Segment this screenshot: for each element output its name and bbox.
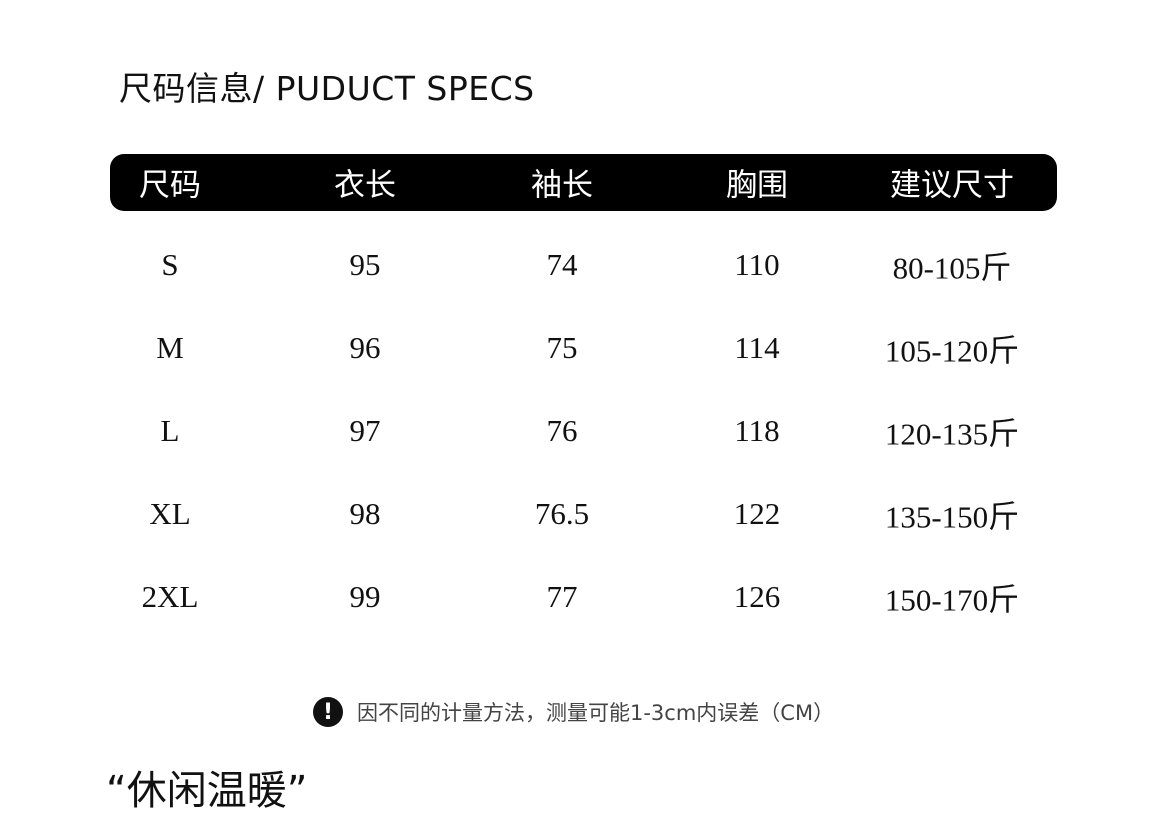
cell-chest: 122 <box>733 496 781 531</box>
table-header: 尺码 衣长 袖长 胸围 建议尺寸 <box>110 154 1057 211</box>
cell-chest: 114 <box>734 330 780 365</box>
header-size: 尺码 <box>139 167 201 204</box>
cell-size: L <box>160 413 180 448</box>
table-row: S 95 74 110 80-105斤 <box>110 235 1057 295</box>
cell-sleeve: 76.5 <box>534 496 590 531</box>
cell-size: XL <box>149 496 191 531</box>
cell-chest: 126 <box>733 579 781 614</box>
header-sleeve: 袖长 <box>531 167 593 204</box>
cell-sleeve: 74 <box>546 247 578 282</box>
cell-recommended: 80-105斤 <box>892 250 1012 286</box>
exclamation-circle-icon: ! <box>313 697 343 727</box>
cell-length: 98 <box>349 496 381 531</box>
cell-sleeve: 77 <box>546 579 578 614</box>
cell-length: 97 <box>349 413 381 448</box>
table-row: 2XL 99 77 126 150-170斤 <box>110 567 1057 627</box>
note-text: 因不同的计量方法，测量可能1-3cm内误差（CM） <box>357 701 835 725</box>
header-chest: 胸围 <box>726 167 788 204</box>
cell-recommended: 105-120斤 <box>884 333 1020 369</box>
table-row: M 96 75 114 105-120斤 <box>110 318 1057 378</box>
page-title: 尺码信息/ PUDUCT SPECS <box>119 69 535 108</box>
cell-recommended: 120-135斤 <box>884 416 1020 452</box>
table-row: XL 98 76.5 122 135-150斤 <box>110 484 1057 544</box>
cell-sleeve: 76 <box>546 413 578 448</box>
measurement-note: ! 因不同的计量方法，测量可能1-3cm内误差（CM） <box>313 697 834 727</box>
cell-chest: 118 <box>734 413 780 448</box>
cell-recommended: 150-170斤 <box>884 582 1020 618</box>
cell-size: M <box>156 330 184 365</box>
cell-recommended: 135-150斤 <box>884 499 1020 535</box>
cell-size: 2XL <box>141 579 199 614</box>
cell-chest: 110 <box>734 247 780 282</box>
header-length: 衣长 <box>334 167 396 204</box>
header-recommended: 建议尺寸 <box>890 167 1014 204</box>
cell-length: 96 <box>349 330 381 365</box>
cell-length: 95 <box>349 247 381 282</box>
table-row: L 97 76 118 120-135斤 <box>110 401 1057 461</box>
cell-size: S <box>161 247 179 282</box>
cell-length: 99 <box>349 579 381 614</box>
cell-sleeve: 75 <box>546 330 578 365</box>
section-heading: “休闲温暖” <box>106 768 308 814</box>
